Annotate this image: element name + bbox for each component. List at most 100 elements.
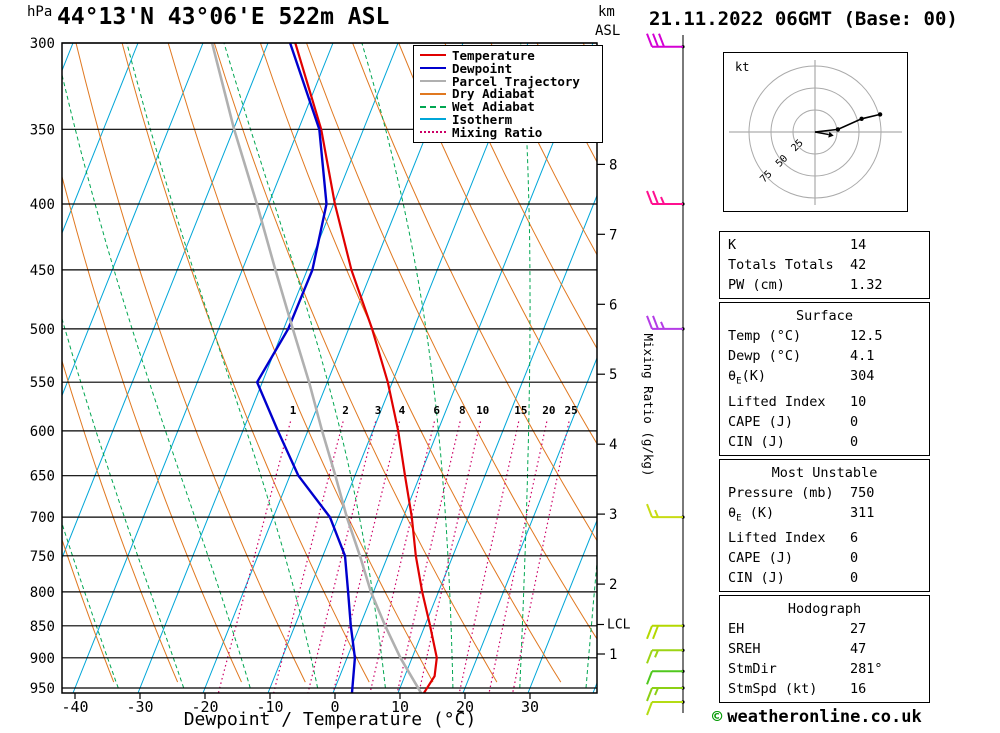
wind-barb [646,503,685,519]
dry-adiabats-layer [62,43,597,683]
pressure-tick-label: 600 [30,424,55,440]
stat-value: 281° [850,661,883,678]
legend-label: Parcel Trajectory [452,73,580,89]
pressure-tick-label: 750 [30,549,55,565]
panel-surface: Surface Temp (°C) 12.5 Dewp (°C) 4.1 θE(K) 304… [719,302,930,456]
stat-row: CAPE (J) 0 [728,548,921,568]
km-tick-label: 2 [609,577,617,593]
km-tick-label: 3 [609,507,617,523]
temp-tick-label: -40 [61,698,88,716]
legend-line-sample [420,54,446,57]
hodograph-trace-dot [859,116,864,122]
legend-line-sample [420,131,446,134]
wet-adiabats-layer [62,43,597,689]
pressure-axis-unit: hPa [27,4,52,20]
km-tick-label: 7 [609,227,617,243]
stat-label: θE(K) [728,368,766,387]
temp-tick-label: -30 [126,698,153,716]
mixing-ratio-label: 25 [564,404,577,417]
stat-row: K 14 [728,235,921,255]
stat-value: 10 [850,393,867,410]
temp-tick-label: -20 [191,698,218,716]
stat-label: StmDir [728,661,777,678]
legend-label: Wet Adiabat [452,99,535,115]
stat-label: CAPE (J) [728,413,794,430]
pressure-tick-label: 550 [30,375,55,391]
stat-label: CIN (J) [728,570,785,587]
hodograph-trace-dot [877,112,883,117]
stat-label: SREH [728,641,761,658]
stat-label: Lifted Index [728,530,826,547]
temp-tick-label: 10 [391,698,409,716]
legend-label: Dewpoint [452,60,513,76]
x-axis-title: Dewpoint / Temperature (°C) [184,709,477,730]
wind-barb [646,33,685,49]
stat-value: 311 [850,504,875,521]
wind-barb [646,648,685,664]
mixing-ratio-label: 2 [342,404,349,417]
mixing-ratio-label: 15 [514,404,527,417]
mixing-ratio-label: 3 [375,404,382,417]
pressure-tick-label: 700 [30,510,55,526]
plot-border [61,42,598,694]
wind-barb-column [646,33,685,716]
pressure-tick-label: 900 [30,651,55,667]
stat-row: CAPE (J) 0 [728,412,921,432]
isotherms-layer [62,43,597,693]
stat-label: Temp (°C) [728,328,802,344]
stat-label: CIN (J) [728,433,785,450]
parcel-trajectory-curve [210,43,423,693]
legend-line-sample [420,79,446,82]
legend-item: Wet Adiabat [420,99,596,115]
storm-motion-arrow [814,131,829,136]
legend-line-sample [420,92,446,95]
skewt-diagram: 1 2 3 4 6 8 10 15 20 2530035040045050055060065070… [27,4,685,730]
stat-row: SREH 47 [728,639,921,659]
stat-label: θE (K) [728,504,775,524]
hodograph-ring [792,109,838,155]
stat-value: 0 [850,570,859,587]
legend-item: Parcel Trajectory [420,73,596,89]
legend-line-sample [420,118,446,121]
stat-value: 0 [850,550,859,567]
copyright-icon: © [712,707,723,727]
stat-row: Lifted Index 10 [728,392,921,412]
km-tick-label: 1 [609,647,617,663]
stat-value: 27 [850,621,867,638]
pressure-tick-label: 850 [30,619,55,635]
km-tick-label: 5 [609,367,617,383]
km-axis-unit: km [598,4,615,20]
stat-label: K [728,237,737,253]
stat-value: 1.32 [850,277,883,293]
wind-barb [646,686,685,702]
stat-label: Dewp (°C) [728,348,802,364]
stat-label: Totals Totals [728,257,834,273]
hodograph-ring [770,87,860,177]
stat-label: Lifted Index [728,393,826,410]
pressure-tick-label: 950 [30,681,55,697]
stat-value: 47 [850,641,867,658]
stat-value: 16 [850,681,867,698]
stat-row: EH 27 [728,619,921,639]
mixing-ratio-label: 6 [433,404,440,417]
temp-tick-labels: -40 -30 -20 -10 0 10 20 30 [61,693,539,716]
stat-row: PW (cm) 1.32 [728,275,921,295]
pressure-tick-labels: 300 350 400 450 500 550 600 650 700 750 800 850 900 9… [30,36,55,697]
stat-row: θE (K) 311 [728,503,921,529]
mixing-ratio-label: 10 [476,404,489,417]
km-tick-label: 4 [609,437,617,453]
stat-value: 0 [850,433,859,450]
run-datetime: 21.11.2022 06GMT (Base: 00) [649,8,958,30]
mixing-ratio-label: 4 [399,404,406,417]
legend-label: Dry Adiabat [452,86,535,102]
stat-row: StmDir 281° [728,659,921,679]
stat-value: 12.5 [850,328,883,344]
pressure-tick-label: 350 [30,122,55,138]
wind-barb [646,669,685,685]
pressure-tick-label: 400 [30,197,55,213]
stat-value: 14 [850,237,867,253]
stat-label: StmSpd (kt) [728,681,818,698]
panel-hodograph-stats: Hodograph EH 27 SREH 47 StmDir 281° StmSpd (kt)… [719,595,930,704]
